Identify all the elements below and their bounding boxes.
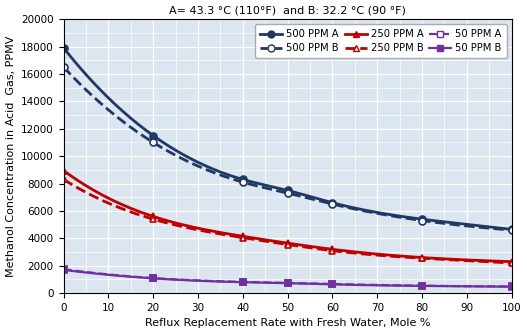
X-axis label: Reflux Replacement Rate with Fresh Water, Mole %: Reflux Replacement Rate with Fresh Water… (145, 318, 431, 328)
Y-axis label: Methanol Concentration in Acid  Gas, PPMV: Methanol Concentration in Acid Gas, PPMV (6, 35, 16, 277)
Legend: 500 PPM A, 500 PPM B, 250 PPM A, 250 PPM B, 50 PPM A, 50 PPM B: 500 PPM A, 500 PPM B, 250 PPM A, 250 PPM… (255, 24, 506, 58)
Title: A= 43.3 °C (110°F)  and B: 32.2 °C (90 °F): A= 43.3 °C (110°F) and B: 32.2 °C (90 °F… (169, 6, 406, 16)
